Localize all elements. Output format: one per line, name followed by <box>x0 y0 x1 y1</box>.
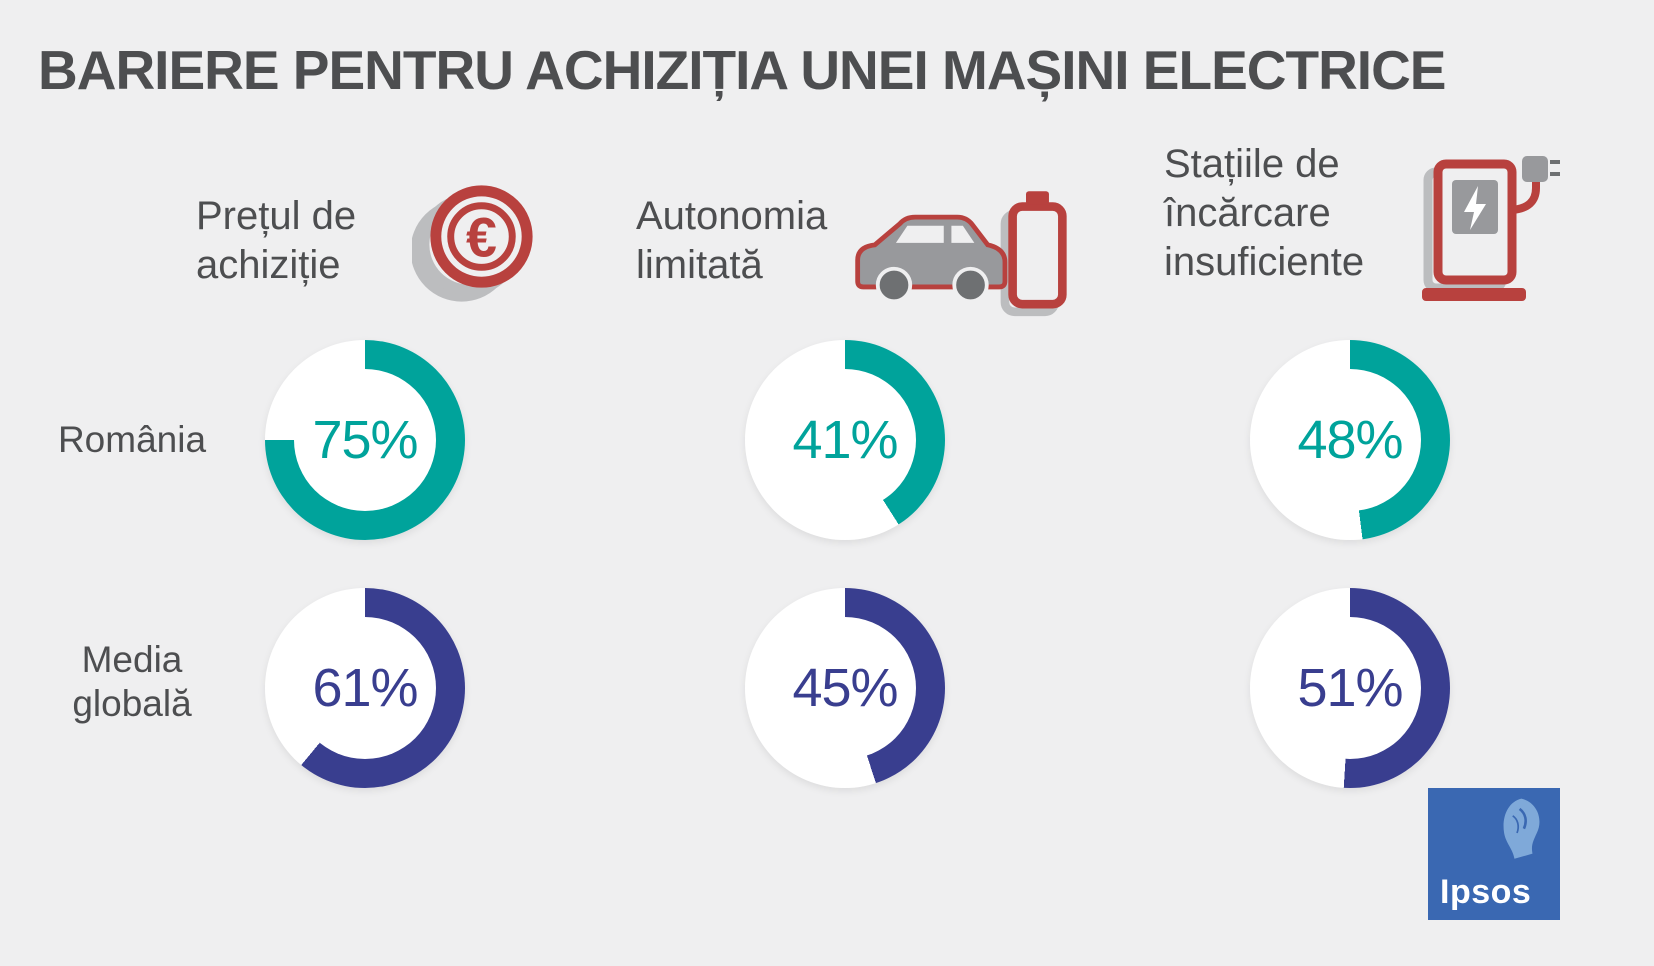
euro-coin-icon: € <box>412 185 533 302</box>
row-label-media-globala: Media globală <box>72 639 192 725</box>
column-header-autonomie: Autonomia limitată <box>636 194 828 287</box>
donut-value: 48% <box>1297 410 1403 470</box>
page-title: BARIERE PENTRU ACHIZIȚIA UNEI MAȘINI ELE… <box>38 39 1446 101</box>
donut-value: 51% <box>1297 658 1403 718</box>
donut-global-pret: 61% <box>265 588 465 788</box>
donut-global-statii: 51% <box>1250 588 1450 788</box>
donut-value: 41% <box>792 410 898 470</box>
ipsos-wordmark: Ipsos <box>1440 873 1532 911</box>
svg-text:€: € <box>466 206 497 268</box>
column-header-pret: Prețul de achiziție <box>196 194 357 287</box>
donut-global-autonomie: 45% <box>745 588 945 788</box>
donut-hole: 75% <box>294 369 436 511</box>
ipsos-head-icon <box>1503 798 1540 859</box>
charging-station-icon <box>1422 156 1560 301</box>
car-battery-icon <box>855 191 1067 317</box>
donut-romania-autonomie: 41% <box>745 340 945 540</box>
donut-value: 61% <box>312 658 418 718</box>
donut-hole: 61% <box>294 617 436 759</box>
donut-hole: 45% <box>774 617 916 759</box>
donut-hole: 41% <box>774 369 916 511</box>
donut-value: 45% <box>792 658 898 718</box>
donut-hole: 48% <box>1279 369 1421 511</box>
column-header-statii: Stațiile de încărcare insuficiente <box>1164 142 1365 284</box>
donut-hole: 51% <box>1279 617 1421 759</box>
ipsos-logo: Ipsos <box>1428 788 1560 920</box>
row-label-romania: România <box>57 419 207 460</box>
donut-romania-pret: 75% <box>265 340 465 540</box>
donut-romania-statii: 48% <box>1250 340 1450 540</box>
donut-value: 75% <box>312 410 418 470</box>
